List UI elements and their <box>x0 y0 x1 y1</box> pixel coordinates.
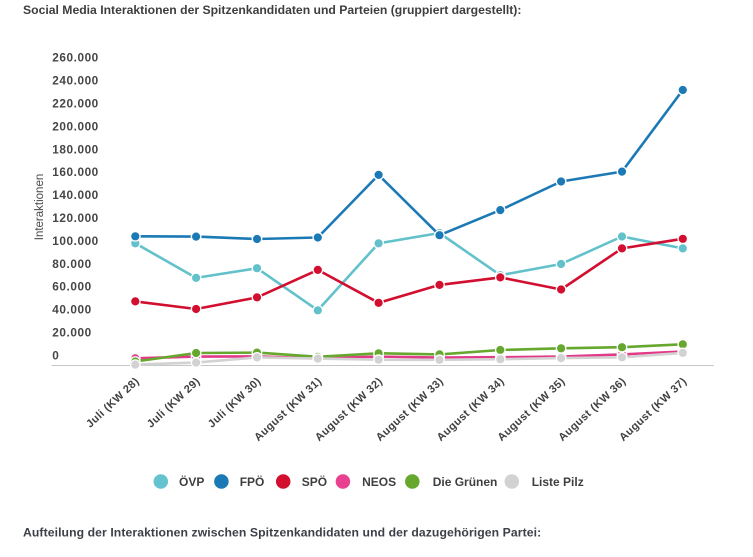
svg-text:40.000: 40.000 <box>52 303 91 317</box>
svg-text:120.000: 120.000 <box>52 211 99 225</box>
svg-text:Social Media Interaktionen der: Social Media Interaktionen der Spitzenka… <box>23 3 521 17</box>
svg-text:Aufteilung der Interaktionen z: Aufteilung der Interaktionen zwischen Sp… <box>23 526 541 540</box>
svg-text:Interaktionen: Interaktionen <box>34 174 46 241</box>
svg-text:ÖVP: ÖVP <box>179 474 204 489</box>
svg-text:260.000: 260.000 <box>52 51 99 65</box>
svg-text:240.000: 240.000 <box>52 74 99 88</box>
svg-text:160.000: 160.000 <box>52 165 99 179</box>
svg-text:FPÖ: FPÖ <box>240 474 265 489</box>
svg-text:Liste Pilz: Liste Pilz <box>532 475 584 489</box>
svg-text:Die Grünen: Die Grünen <box>433 475 498 489</box>
svg-text:60.000: 60.000 <box>52 280 91 294</box>
svg-text:220.000: 220.000 <box>52 97 99 111</box>
svg-text:100.000: 100.000 <box>52 234 99 248</box>
svg-text:NEOS: NEOS <box>362 475 396 489</box>
svg-text:20.000: 20.000 <box>52 326 91 340</box>
svg-text:0: 0 <box>52 348 59 362</box>
svg-text:140.000: 140.000 <box>52 188 99 202</box>
svg-text:180.000: 180.000 <box>52 142 99 156</box>
svg-text:SPÖ: SPÖ <box>302 474 327 489</box>
svg-text:80.000: 80.000 <box>52 257 91 271</box>
svg-text:200.000: 200.000 <box>52 119 99 133</box>
